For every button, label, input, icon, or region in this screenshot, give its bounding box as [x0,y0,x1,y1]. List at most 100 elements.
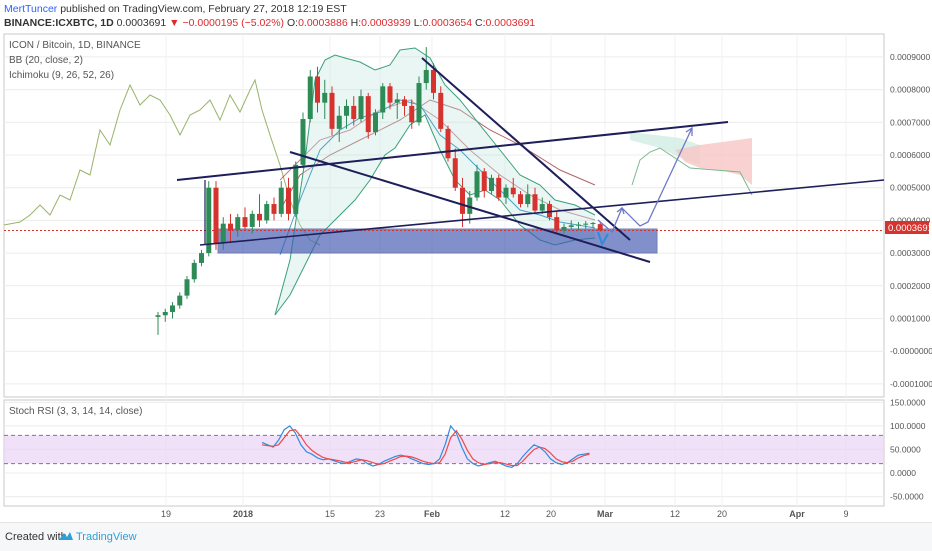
candle-body [583,223,589,225]
candle-body [358,96,364,120]
candle-body [170,305,175,312]
candle-body [431,69,436,93]
high-value: 0.0003939 [361,17,411,29]
stoch-k-line [261,424,590,469]
down-arrow-icon [597,231,609,247]
candle-body [532,194,538,211]
candle-body [315,76,320,103]
candle-body [518,194,523,205]
tradingview-brand[interactable]: TradingView [76,531,137,543]
x-tick-label: Feb [424,509,441,519]
footer: Created with TradingView [0,522,932,551]
candle-body [344,105,349,116]
y-tick-label: 0.0007000 [890,117,930,127]
candle-body [489,177,494,191]
x-tick-label: 20 [717,509,727,519]
candle-body [177,295,183,306]
candle-body [162,311,168,316]
candle-body [264,204,270,221]
candle-body [155,315,161,317]
legend-bb[interactable]: BB (20, close, 2) [9,55,83,66]
y-tick-label: 0.0004000 [890,215,930,225]
candle-body [503,187,509,198]
candle-body [329,92,335,129]
stoch-axis[interactable]: 150.0000 100.0000 50.0000 0.0000 -50.0000 [890,397,926,501]
x-tick-label: Mar [597,509,614,519]
stoch-tick-label: -50.0000 [890,492,924,502]
arrowhead-small [616,206,625,215]
candle-body [474,171,480,198]
low-label: L: [413,17,423,29]
price-tag-text: 0.0003691 [888,223,932,234]
candle-body [387,86,393,103]
candle-body [445,128,451,159]
author-link[interactable]: MertTuncer [4,3,58,15]
x-tick-label: 15 [325,509,335,519]
bb-upper [274,47,596,316]
cloud-span-line [631,147,753,196]
y-tick-label: -0.0000000 [890,346,932,356]
stoch-tick-label: 150.0000 [890,397,926,407]
candle-body [300,119,306,165]
stoch-band [4,435,884,464]
candle-body [496,177,502,198]
candle-body [307,76,313,120]
candle-body [525,194,531,205]
candle-body [191,262,197,280]
stoch-rsi-plot [4,424,884,469]
y-tick-label: 0.0008000 [890,85,930,95]
candle-body [561,226,567,231]
tradingview-logo-icon[interactable] [58,530,74,542]
stoch-tick-label: 50.0000 [890,444,921,454]
candle-body [220,223,226,244]
legend-stoch[interactable]: Stoch RSI (3, 3, 14, 14, close) [9,406,143,417]
candle-body [467,197,473,214]
chart-canvas[interactable]: 0.0009000 0.0008000 0.0007000 0.0006000 0.00… [0,0,932,522]
x-tick-label: 23 [375,509,385,519]
symbol-name: BINANCE:ICXBTC, 1D [4,17,114,29]
candle-body [206,187,212,254]
cloud-red [675,138,752,185]
legend-ichimoku[interactable]: Ichimoku (9, 26, 52, 26) [9,70,115,81]
time-axis[interactable]: 19 2018 15 23 Feb 12 20 Mar 12 20 Apr 9 [161,509,849,519]
price-axis[interactable]: 0.0009000 0.0008000 0.0007000 0.0006000 0.00… [890,52,932,389]
trend-drawings[interactable] [176,57,885,263]
candle-body [365,96,371,133]
candle-body [249,213,255,227]
y-tick-label: -0.0001000 [890,379,932,389]
candle-body [380,86,386,113]
x-tick-label: 20 [546,509,556,519]
x-tick-label: 12 [670,509,680,519]
lower-channel-line [199,179,885,246]
y-tick-label: 0.0003000 [890,248,930,258]
support-zone-rect [217,228,658,254]
bb-basis [279,99,596,256]
open-label: O: [286,17,299,29]
descending-line-2 [421,57,631,241]
open-value: 0.0003886 [298,17,348,29]
candlesticks [155,47,603,335]
legend-title: ICON / Bitcoin, 1D, BINANCE [9,40,141,51]
y-tick-label: 0.0005000 [890,183,930,193]
candle-body [293,164,299,214]
projection-path [597,127,693,234]
y-tick-label: 0.0002000 [890,281,930,291]
candle-body [322,92,328,103]
candle-body [199,253,204,263]
close-value: 0.0003691 [485,17,536,29]
candle-body [416,83,422,123]
candle-body [554,217,560,231]
published-text: published on TradingView.com, February 2… [60,3,347,15]
upper-channel-line [176,121,729,181]
stoch-tick-label: 0.0000 [890,468,916,478]
x-tick-label: Apr [789,509,805,519]
y-tick-label: 0.0001000 [890,314,930,324]
stoch-tick-label: 100.0000 [890,421,926,431]
candle-body [235,217,241,231]
y-tick-label: 0.0009000 [890,52,930,62]
price-pane[interactable] [3,33,885,398]
x-tick-label: 2018 [233,509,253,519]
projection-arrowhead [685,126,693,136]
candle-body [423,69,429,84]
low-value: 0.0003654 [422,17,473,29]
